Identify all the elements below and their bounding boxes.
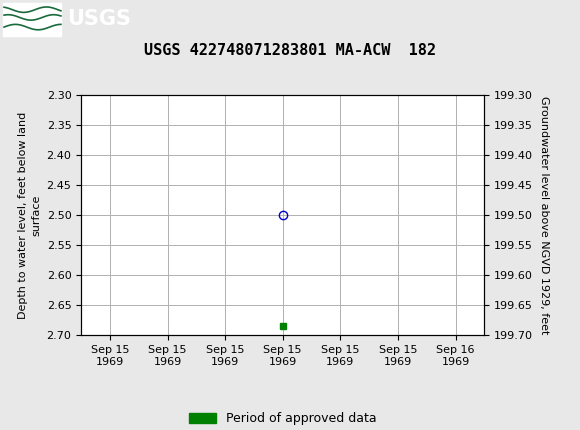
Legend: Period of approved data: Period of approved data [184,407,382,430]
Y-axis label: Groundwater level above NGVD 1929, feet: Groundwater level above NGVD 1929, feet [539,96,549,334]
Text: USGS: USGS [67,9,130,29]
Text: USGS 422748071283801 MA-ACW  182: USGS 422748071283801 MA-ACW 182 [144,43,436,58]
Bar [3,3,61,36]
Y-axis label: Depth to water level, feet below land
surface: Depth to water level, feet below land su… [18,111,41,319]
